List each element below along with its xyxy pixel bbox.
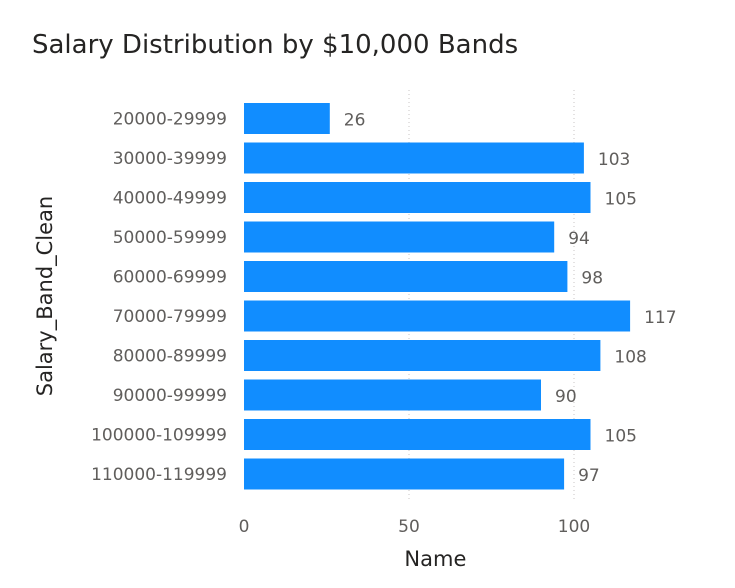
bar[interactable]	[244, 142, 584, 174]
bar[interactable]	[244, 340, 601, 371]
bars	[244, 103, 631, 490]
bar[interactable]	[244, 261, 568, 292]
x-tick-label: 100	[558, 517, 590, 537]
bar[interactable]	[244, 458, 565, 490]
category-label: 80000-89999	[113, 347, 227, 367]
bar[interactable]	[244, 103, 330, 134]
y-axis-title: Salary_Band_Clean	[33, 196, 58, 396]
data-label: 94	[568, 229, 590, 249]
data-label: 103	[598, 150, 630, 170]
category-label: 30000-39999	[113, 149, 227, 169]
data-label: 97	[578, 466, 600, 486]
category-label: 70000-79999	[113, 307, 227, 327]
category-labels: 20000-29999 30000-39999 40000-49999 50000-5…	[91, 110, 227, 486]
bar[interactable]	[244, 300, 631, 332]
chart-title: Salary Distribution by $10,000 Bands	[32, 30, 519, 60]
category-label: 60000-69999	[113, 268, 227, 288]
x-axis-title: Name	[404, 547, 466, 571]
data-label: 105	[605, 190, 637, 210]
x-axis-ticks: 0 50 100	[239, 517, 591, 537]
data-label: 90	[555, 387, 577, 407]
category-label: 100000-109999	[91, 426, 227, 446]
category-label: 20000-29999	[113, 110, 227, 130]
bar[interactable]	[244, 379, 541, 411]
data-label: 98	[581, 269, 603, 289]
category-label: 50000-59999	[113, 228, 227, 248]
data-label: 26	[344, 111, 366, 131]
x-tick-label: 0	[239, 517, 250, 537]
bar[interactable]	[244, 221, 555, 253]
category-label: 40000-49999	[113, 189, 227, 209]
x-tick-label: 50	[398, 517, 420, 537]
bar[interactable]	[244, 182, 591, 213]
data-label: 108	[614, 348, 646, 368]
bar[interactable]	[244, 419, 591, 450]
category-label: 90000-99999	[113, 386, 227, 406]
category-label: 110000-119999	[91, 465, 227, 485]
data-label: 105	[605, 427, 637, 447]
data-label: 117	[644, 308, 676, 328]
